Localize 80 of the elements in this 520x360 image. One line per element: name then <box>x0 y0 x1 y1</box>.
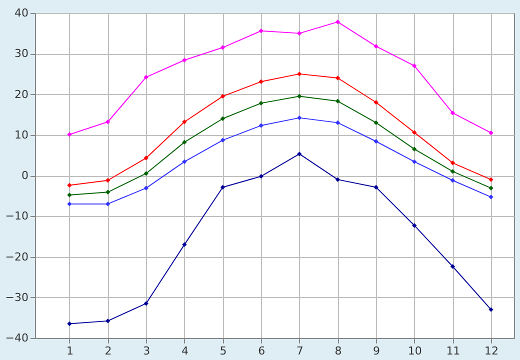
point <box>144 301 148 306</box>
point <box>67 192 72 198</box>
point <box>297 115 302 120</box>
point <box>488 307 494 312</box>
x-tick-label: 12 <box>484 344 499 358</box>
point <box>105 190 110 194</box>
point <box>335 76 340 80</box>
y-tick-label: 30 <box>14 47 28 60</box>
point <box>258 123 264 128</box>
point <box>182 159 187 164</box>
point <box>488 186 494 190</box>
point <box>488 177 494 182</box>
point <box>297 94 302 99</box>
point <box>335 20 340 24</box>
point <box>220 45 226 50</box>
point <box>450 178 456 183</box>
point <box>335 120 340 126</box>
point <box>450 160 456 166</box>
point <box>374 120 378 126</box>
point <box>67 132 72 137</box>
point <box>412 130 417 135</box>
x-tick-label: 1 <box>66 344 74 358</box>
point <box>258 174 264 179</box>
point <box>488 194 494 200</box>
y-tick-label: −30 <box>5 290 28 304</box>
point <box>297 72 302 76</box>
point <box>297 152 302 156</box>
point <box>105 178 110 183</box>
point <box>374 184 378 190</box>
y-tick-label: −20 <box>5 250 28 264</box>
point <box>374 100 378 105</box>
x-tick-label: 10 <box>408 344 422 358</box>
x-tick-label: 8 <box>334 344 342 358</box>
point <box>144 74 148 80</box>
x-tick-label: 2 <box>104 344 112 358</box>
y-tick-label: 40 <box>14 6 28 20</box>
x-tick-label: 9 <box>373 344 380 358</box>
point <box>220 94 226 99</box>
x-tick-label: 5 <box>220 344 227 358</box>
point <box>450 110 456 116</box>
point <box>67 202 72 206</box>
point <box>182 120 187 124</box>
x-tick-label: 4 <box>181 344 188 358</box>
point <box>258 79 264 84</box>
point <box>144 186 148 190</box>
point <box>182 140 187 145</box>
point <box>412 223 417 228</box>
point <box>297 30 302 36</box>
point <box>258 28 264 34</box>
x-tick-label: 7 <box>296 344 304 358</box>
point <box>412 146 417 152</box>
point <box>105 318 110 324</box>
y-tick-label: 10 <box>14 128 28 142</box>
y-tick-label: −40 <box>5 332 28 344</box>
point <box>450 169 456 174</box>
y-tick-label: 0 <box>22 169 28 182</box>
point <box>144 156 148 160</box>
point <box>412 159 417 164</box>
y-tick-label: −10 <box>5 210 28 223</box>
point <box>258 100 264 106</box>
point <box>182 242 187 247</box>
point <box>182 58 187 62</box>
point <box>412 63 417 68</box>
point <box>220 116 226 121</box>
point <box>220 138 226 142</box>
point <box>335 98 340 104</box>
y-tick-label: 20 <box>14 88 28 101</box>
point <box>450 264 456 269</box>
point <box>67 321 72 326</box>
point <box>105 120 110 124</box>
x-tick-label: 3 <box>143 344 150 358</box>
point <box>374 139 378 144</box>
point <box>144 171 148 176</box>
point <box>374 44 378 49</box>
point <box>220 184 226 190</box>
point <box>488 130 494 136</box>
point <box>335 177 340 182</box>
point <box>67 182 72 188</box>
x-tick-label: 11 <box>446 344 460 358</box>
x-tick-label: 6 <box>258 344 266 358</box>
